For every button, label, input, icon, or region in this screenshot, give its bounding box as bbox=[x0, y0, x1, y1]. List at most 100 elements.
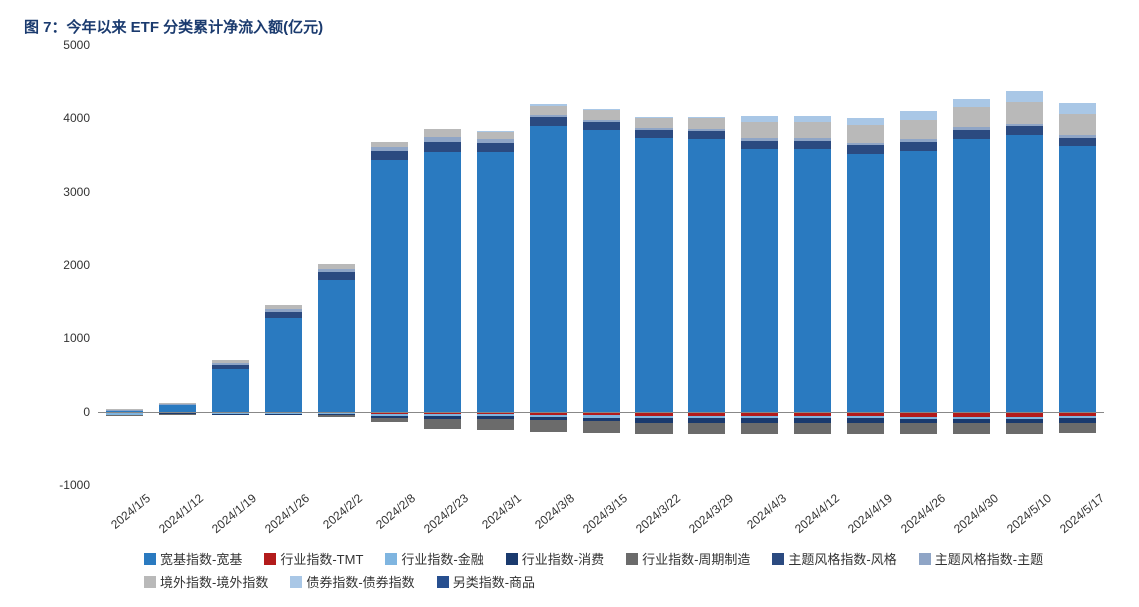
bar-segment-overseas bbox=[688, 118, 725, 128]
bar-segment-style bbox=[424, 142, 461, 152]
bar-segment-broad bbox=[1006, 135, 1043, 411]
bar-column bbox=[257, 45, 310, 485]
y-tick-label: -1000 bbox=[44, 478, 90, 492]
bar-positive-stack bbox=[477, 131, 514, 412]
bar-positive-stack bbox=[371, 142, 408, 412]
bar-positive-stack bbox=[265, 305, 302, 412]
chart-area: -1000010002000300040005000 bbox=[44, 45, 1104, 485]
bar-positive-stack bbox=[688, 117, 725, 412]
x-tick-label: 2024/1/26 bbox=[257, 485, 310, 543]
bar-positive-stack bbox=[847, 118, 884, 412]
bar-segment-style bbox=[635, 130, 672, 138]
bar-segment-style bbox=[583, 122, 620, 130]
y-axis: -1000010002000300040005000 bbox=[44, 45, 94, 485]
bar-column bbox=[839, 45, 892, 485]
bar-segment-style bbox=[794, 141, 831, 149]
x-tick-label: 2024/3/22 bbox=[628, 485, 681, 543]
bar-column bbox=[575, 45, 628, 485]
bar-positive-stack bbox=[583, 109, 620, 412]
bar-negative-stack bbox=[794, 412, 831, 435]
x-axis-labels: 2024/1/52024/1/122024/1/192024/1/262024/… bbox=[98, 485, 1104, 543]
bar-column bbox=[945, 45, 998, 485]
legend-label: 另类指数-商品 bbox=[453, 572, 535, 591]
y-tick-label: 1000 bbox=[44, 331, 90, 345]
bar-segment-overseas bbox=[635, 118, 672, 128]
bar-column bbox=[310, 45, 363, 485]
bar-segment-style bbox=[318, 272, 355, 279]
bar-segment-broad bbox=[424, 152, 461, 412]
bar-segment-cycle bbox=[583, 421, 620, 433]
bar-segment-cycle bbox=[688, 423, 725, 435]
bar-segment-overseas bbox=[741, 122, 778, 138]
bar-segment-cycle bbox=[371, 418, 408, 422]
legend-swatch bbox=[437, 576, 449, 588]
bar-segment-style bbox=[1059, 138, 1096, 146]
chart-title: 图 7：今年以来 ETF 分类累计净流入额(亿元) bbox=[24, 16, 1115, 37]
legend-swatch bbox=[144, 576, 156, 588]
bar-segment-broad bbox=[953, 139, 990, 412]
legend-swatch bbox=[919, 553, 931, 565]
legend-item-theme: 主题风格指数-主题 bbox=[919, 549, 1043, 568]
bar-segment-cycle bbox=[741, 423, 778, 435]
legend-label: 行业指数-金融 bbox=[401, 549, 483, 568]
legend-label: 行业指数-TMT bbox=[280, 549, 363, 568]
bar-positive-stack bbox=[1006, 91, 1043, 411]
x-tick-label: 2024/3/1 bbox=[469, 485, 522, 543]
y-tick-label: 0 bbox=[44, 405, 90, 419]
x-tick-label: 2024/2/2 bbox=[310, 485, 363, 543]
bar-negative-stack bbox=[635, 412, 672, 435]
bar-segment-broad bbox=[371, 160, 408, 412]
bar-negative-stack bbox=[530, 412, 567, 432]
bar-positive-stack bbox=[318, 264, 355, 412]
x-tick-label: 2024/1/12 bbox=[151, 485, 204, 543]
bar-segment-cycle bbox=[477, 419, 514, 430]
bar-segment-style bbox=[688, 131, 725, 139]
bar-segment-cycle bbox=[1006, 423, 1043, 434]
legend-swatch bbox=[772, 553, 784, 565]
bar-positive-stack bbox=[900, 111, 937, 412]
x-tick-label: 2024/4/26 bbox=[892, 485, 945, 543]
legend-label: 境外指数-境外指数 bbox=[160, 572, 268, 591]
bar-negative-stack bbox=[900, 412, 937, 435]
y-tick-label: 2000 bbox=[44, 258, 90, 272]
legend-item-broad: 宽基指数-宽基 bbox=[144, 549, 242, 568]
bar-segment-cycle bbox=[635, 423, 672, 435]
bar-segment-bond bbox=[1006, 91, 1043, 102]
x-tick-label: 2024/2/23 bbox=[416, 485, 469, 543]
bar-segment-cycle bbox=[953, 423, 990, 434]
bar-positive-stack bbox=[741, 116, 778, 412]
bar-column bbox=[98, 45, 151, 485]
x-tick-label: 2024/4/3 bbox=[733, 485, 786, 543]
bar-positive-stack bbox=[953, 99, 990, 412]
legend-item-tmt: 行业指数-TMT bbox=[264, 549, 363, 568]
bar-segment-broad bbox=[265, 318, 302, 412]
bar-negative-stack bbox=[688, 412, 725, 435]
bar-positive-stack bbox=[159, 403, 196, 411]
bar-segment-consume bbox=[265, 414, 302, 415]
bar-segment-style bbox=[847, 145, 884, 153]
bar-segment-consume bbox=[212, 414, 249, 415]
y-tick-label: 3000 bbox=[44, 185, 90, 199]
x-tick-label: 2024/4/12 bbox=[786, 485, 839, 543]
bar-segment-style bbox=[741, 141, 778, 149]
legend-item-cycle: 行业指数-周期制造 bbox=[626, 549, 750, 568]
bar-segment-broad bbox=[635, 138, 672, 412]
legend-item-finance: 行业指数-金融 bbox=[385, 549, 483, 568]
bar-segment-overseas bbox=[1059, 114, 1096, 135]
bar-segment-style bbox=[371, 151, 408, 160]
x-tick-label: 2024/3/29 bbox=[680, 485, 733, 543]
bar-column bbox=[416, 45, 469, 485]
legend-item-bond: 债券指数-债券指数 bbox=[290, 572, 414, 591]
plot-area bbox=[98, 45, 1104, 485]
bar-negative-stack bbox=[583, 412, 620, 433]
bar-segment-overseas bbox=[424, 129, 461, 136]
bar-segment-style bbox=[953, 130, 990, 139]
bar-segment-broad bbox=[847, 154, 884, 412]
bar-segment-overseas bbox=[477, 132, 514, 139]
bar-segment-style bbox=[477, 143, 514, 153]
bar-segment-overseas bbox=[953, 107, 990, 127]
y-tick-label: 5000 bbox=[44, 38, 90, 52]
bar-segment-overseas bbox=[530, 106, 567, 115]
x-tick-label: 2024/5/17 bbox=[1051, 485, 1104, 543]
bar-segment-broad bbox=[318, 280, 355, 412]
